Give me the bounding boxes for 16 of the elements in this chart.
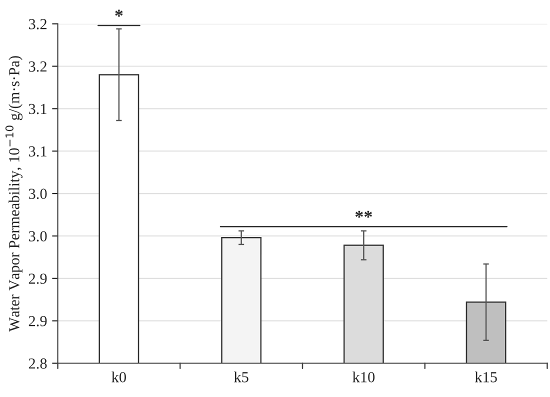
x-tick-label: k15 xyxy=(474,372,497,382)
y-tick-label: 3.0 xyxy=(28,188,47,200)
x-tick-label: k10 xyxy=(352,372,375,382)
y-tick-label: 2.9 xyxy=(28,274,47,284)
y-tick-label: 2.9 xyxy=(28,316,47,326)
annotation: ** xyxy=(355,210,372,218)
y-tick-label: 3.0 xyxy=(28,231,47,242)
y-tick-label: 2.8 xyxy=(28,358,47,369)
y-axis-title: Water Vapor Permeability, 10$^{−10}$ g/(m·s·Pa) xyxy=(5,56,22,332)
x-tick-label: k0 xyxy=(112,372,126,382)
annotation: * xyxy=(115,10,123,17)
y-tick-label: 3.2 xyxy=(28,19,46,30)
y-tick-label: 3.2 xyxy=(28,61,46,72)
x-tick-label: k5 xyxy=(234,372,248,382)
y-tick-label: 3.1 xyxy=(28,104,46,114)
y-tick-label: 3.1 xyxy=(28,146,46,157)
